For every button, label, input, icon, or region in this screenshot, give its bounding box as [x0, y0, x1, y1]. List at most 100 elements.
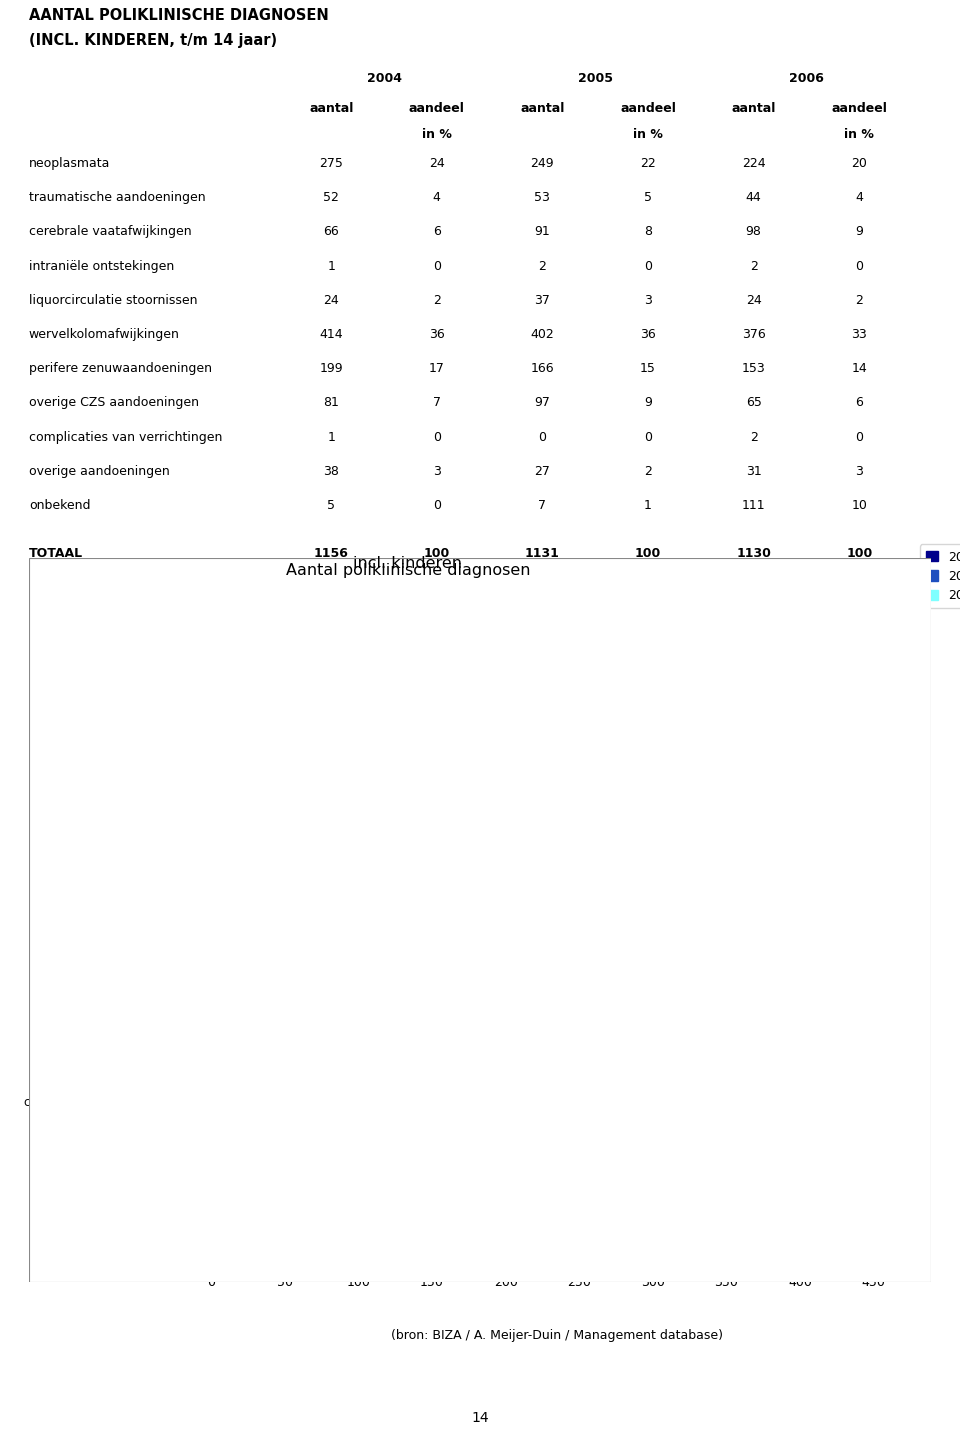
Text: 0: 0 [539, 431, 546, 444]
Bar [211, 732, 346, 746]
Text: perifere zenuwaandoeningen: perifere zenuwaandoeningen [29, 362, 212, 375]
Text: waarvan kinderen: waarvan kinderen [29, 581, 141, 594]
Text: 275: 275 [320, 158, 343, 170]
Text: aandeel: aandeel [620, 102, 676, 115]
Text: intraniële ontstekingen: intraniële ontstekingen [29, 259, 174, 272]
Text: 9: 9 [855, 225, 863, 239]
Text: 1130: 1130 [736, 547, 771, 560]
Text: 224: 224 [742, 158, 765, 170]
Text: 2: 2 [750, 431, 757, 444]
Text: 94: 94 [746, 581, 761, 594]
Text: 24: 24 [324, 294, 339, 306]
Text: 249: 249 [531, 158, 554, 170]
Text: (INCL. KINDEREN, t/m 14 jaar): (INCL. KINDEREN, t/m 14 jaar) [29, 33, 276, 49]
Text: liquorcirculatie stoornissen: liquorcirculatie stoornissen [29, 294, 198, 306]
Text: 0: 0 [855, 431, 863, 444]
Text: aandeel: aandeel [831, 102, 887, 115]
Text: 10: 10 [852, 498, 867, 513]
Text: 0: 0 [433, 259, 441, 272]
Text: 91: 91 [535, 225, 550, 239]
Text: 5: 5 [644, 192, 652, 205]
Text: 37: 37 [535, 294, 550, 306]
Text: 65: 65 [746, 397, 761, 410]
Text: 53: 53 [535, 192, 550, 205]
Bar [211, 1230, 374, 1244]
Text: 3: 3 [433, 465, 441, 478]
Text: in %: in % [844, 127, 875, 140]
Text: 1: 1 [644, 498, 652, 513]
Text: Aantal poliklinische diagnosen: Aantal poliklinische diagnosen [285, 563, 530, 577]
Text: in %: in % [633, 127, 663, 140]
Text: 3: 3 [855, 465, 863, 478]
Text: 22: 22 [640, 158, 656, 170]
Text: 0: 0 [855, 259, 863, 272]
Text: 0: 0 [433, 498, 441, 513]
Bar [211, 852, 266, 868]
Text: 24: 24 [429, 158, 444, 170]
Text: 4: 4 [855, 192, 863, 205]
Text: 2006: 2006 [789, 72, 824, 84]
Bar [211, 958, 504, 972]
Text: 7: 7 [539, 498, 546, 513]
Text: 2005: 2005 [578, 72, 612, 84]
Text: 2: 2 [750, 259, 757, 272]
Text: aandeel: aandeel [409, 102, 465, 115]
Bar [211, 792, 214, 806]
Bar [211, 988, 437, 1002]
Text: 44: 44 [746, 192, 761, 205]
Text: 38: 38 [324, 465, 339, 478]
Text: 111: 111 [742, 498, 765, 513]
Text: 3: 3 [644, 294, 652, 306]
Bar [211, 898, 821, 912]
Text: complicaties van verrichtingen: complicaties van verrichtingen [29, 431, 222, 444]
Bar [211, 972, 456, 988]
Text: overige aandoeningen: overige aandoeningen [29, 465, 170, 478]
Text: AANTAL POLIKLINISCHE DIAGNOSEN: AANTAL POLIKLINISCHE DIAGNOSEN [29, 9, 328, 23]
Text: 1131: 1131 [525, 547, 560, 560]
Text: 5: 5 [327, 498, 335, 513]
Text: 14: 14 [852, 362, 867, 375]
Bar [211, 838, 247, 852]
Text: 2: 2 [855, 294, 863, 306]
Text: 1156: 1156 [314, 547, 348, 560]
Text: aantal: aantal [732, 102, 776, 115]
Legend: 2004, 2005, 2006: 2004, 2005, 2006 [920, 544, 960, 609]
Bar [211, 776, 213, 792]
Bar [211, 1138, 267, 1154]
Text: 20: 20 [852, 158, 867, 170]
Text: 1: 1 [327, 431, 335, 444]
Text: 66: 66 [324, 225, 339, 239]
Text: aantal: aantal [520, 102, 564, 115]
Text: 0: 0 [644, 259, 652, 272]
Bar [211, 1034, 354, 1048]
Bar [211, 746, 355, 762]
Bar [211, 806, 214, 822]
Bar [211, 1078, 213, 1094]
Text: 118: 118 [531, 581, 554, 594]
Text: 100: 100 [423, 547, 450, 560]
Text: 36: 36 [429, 328, 444, 341]
Text: traumatische aandoeningen: traumatische aandoeningen [29, 192, 205, 205]
Text: 31: 31 [746, 465, 761, 478]
Bar [211, 596, 616, 610]
Text: onbekend: onbekend [29, 498, 90, 513]
Text: in %: in % [421, 127, 452, 140]
Text: 27: 27 [535, 465, 550, 478]
Text: aantal: aantal [309, 102, 353, 115]
Text: (bron: BIZA / A. Meijer-Duin / Management database): (bron: BIZA / A. Meijer-Duin / Managemen… [391, 1329, 723, 1342]
Text: 100: 100 [846, 547, 873, 560]
Text: 36: 36 [640, 328, 656, 341]
Text: 2: 2 [644, 465, 652, 478]
Text: 166: 166 [531, 362, 554, 375]
Text: 137: 137 [320, 581, 343, 594]
Text: 15: 15 [640, 362, 656, 375]
Text: 376: 376 [742, 328, 765, 341]
Text: 33: 33 [852, 328, 867, 341]
Text: 8: 8 [644, 225, 652, 239]
Text: 52: 52 [324, 192, 339, 205]
Bar [211, 912, 803, 928]
Text: 402: 402 [531, 328, 554, 341]
Text: 24: 24 [746, 294, 761, 306]
Text: 153: 153 [742, 362, 765, 375]
Text: 81: 81 [324, 397, 339, 410]
